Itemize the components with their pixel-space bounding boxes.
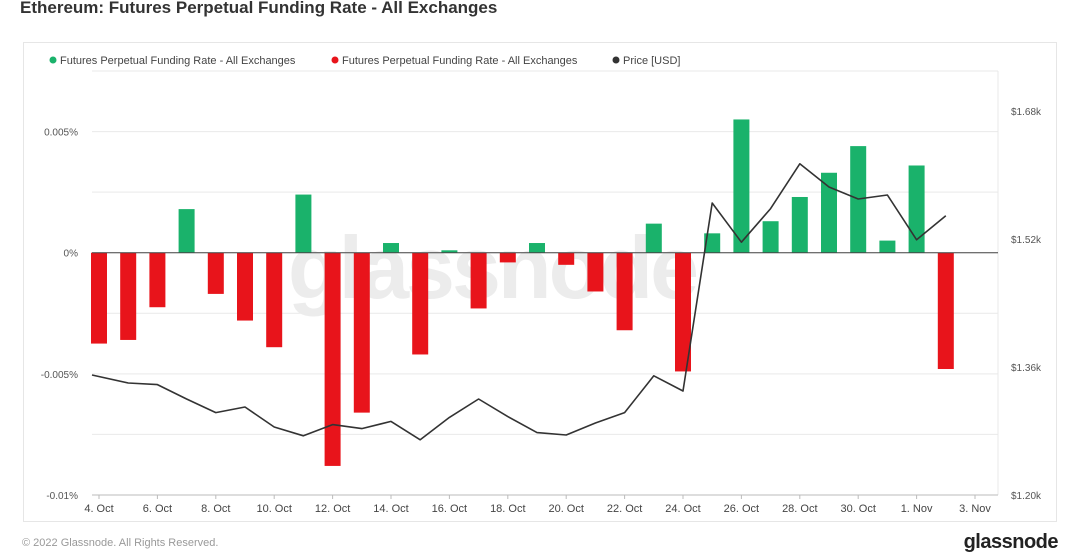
left-tick-label: -0.005% [41,370,78,381]
right-tick-label: $1.52k [1011,235,1042,246]
funding-rate-bar [120,252,137,340]
funding-rate-bar [821,172,837,253]
left-y-axis: 0.005% 0% -0.005% -0.01% [41,128,78,502]
x-tick-label: 3. Nov [959,503,991,515]
price-line [91,163,947,441]
x-tick-label: 14. Oct [373,503,408,515]
funding-rate-chart: Futures Perpetual Funding Rate - All Exc… [41,55,1042,515]
funding-rate-bar [762,221,779,253]
funding-rate-bar [266,252,283,348]
funding-rate-bar [675,252,691,372]
right-tick-label: $1.68k [1011,107,1042,118]
funding-rate-bar [937,252,954,370]
left-tick-label: 0% [64,249,79,260]
left-tick-label: 0.005% [44,128,78,139]
funding-rate-bar [324,252,341,466]
right-tick-label: $1.20k [1011,491,1042,502]
funding-rate-bar [470,252,487,309]
watermark: glassnode [288,218,696,317]
legend-label: Futures Perpetual Funding Rate - All Exc… [342,55,578,67]
x-tick-label: 8. Oct [201,503,230,515]
funding-rate-bar [91,252,107,344]
funding-rate-bar [879,240,896,253]
funding-rate-bar [733,119,750,253]
funding-rate-bar [383,243,399,253]
legend-marker [612,56,620,64]
chart-card: Futures Perpetual Funding Rate - All Exc… [23,42,1057,522]
legend-marker [49,56,57,64]
chart-legend: Futures Perpetual Funding Rate - All Exc… [49,55,680,67]
x-tick-label: 12. Oct [315,503,350,515]
x-tick-label: 30. Oct [840,503,875,515]
funding-rate-bar [237,252,253,321]
funding-rate-bar [207,252,224,294]
funding-rate-bar [791,196,808,253]
page-title: Ethereum: Futures Perpetual Funding Rate… [20,0,498,17]
funding-rate-bar [178,209,195,253]
funding-rate-bar [353,252,370,413]
x-tick-label: 10. Oct [256,503,291,515]
funding-rate-bar [149,252,166,308]
x-tick-label: 24. Oct [665,503,700,515]
legend-marker [331,56,339,64]
right-y-axis: $1.68k $1.52k $1.36k $1.20k [1011,107,1042,502]
x-tick-label: 1. Nov [901,503,933,515]
x-tick-label: 6. Oct [143,503,172,515]
funding-rate-bar [499,252,516,263]
legend-label: Futures Perpetual Funding Rate - All Exc… [60,55,296,67]
x-tick-label: 16. Oct [432,503,467,515]
x-tick-label: 20. Oct [548,503,583,515]
funding-rate-bar [908,165,925,253]
legend-label: Price [USD] [623,55,680,67]
funding-rate-bar [529,243,545,253]
right-tick-label: $1.36k [1011,363,1042,374]
funding-rate-bar [616,252,633,331]
footer-copyright: © 2022 Glassnode. All Rights Reserved. [22,537,219,549]
funding-rate-bar [441,250,458,253]
funding-rate-bar [412,252,429,355]
x-tick-label: 22. Oct [607,503,642,515]
funding-rate-bar [587,252,604,292]
price-series [91,163,947,441]
funding-rate-bar [558,252,575,265]
footer-logo: glassnode [963,531,1059,553]
x-tick-label: 18. Oct [490,503,525,515]
funding-rate-bars [91,119,954,466]
x-tick-label: 26. Oct [724,503,759,515]
funding-rate-bar [645,223,662,253]
funding-rate-bar [295,194,312,253]
left-tick-label: -0.01% [46,491,78,502]
x-tick-label: 28. Oct [782,503,817,515]
x-axis: 4. Oct 6. Oct 8. Oct 10. Oct 12. Oct 14. Oct 1… [84,494,998,515]
funding-rate-bar [704,233,721,253]
x-tick-label: 4. Oct [84,503,113,515]
